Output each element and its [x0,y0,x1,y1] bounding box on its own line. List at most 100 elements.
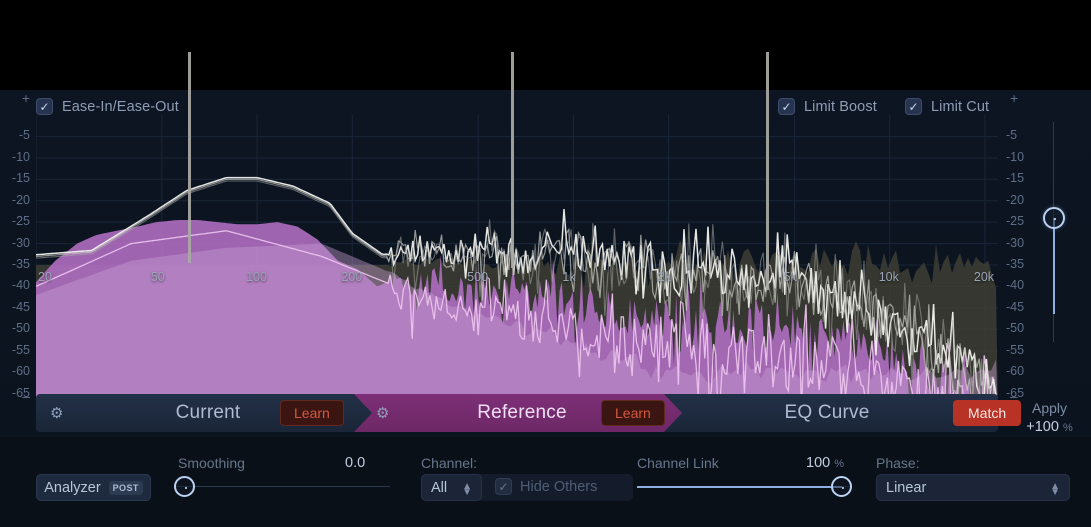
apply-label: Apply [1031,400,1068,416]
tab-eqcurve[interactable]: EQ Curve Match [664,394,1022,432]
reference-spectrum-line [36,230,998,415]
frequency-marker-3-plot[interactable] [766,90,769,290]
channel-link-value: 100 % [806,455,844,471]
apply-slider-knob[interactable] [1043,207,1065,229]
freq-tick-5k: 5k [783,270,797,284]
axis-right-tick-neg15: -15 [1006,171,1025,186]
axis-left-tick-neg30: -30 [11,235,30,250]
ease-in-out-checkbox[interactable]: ✓ [36,98,53,115]
tab-reference-title: Reference [477,402,567,423]
hide-others-label: Hide Others [520,478,598,495]
stage-tab-bar: ⚙ Current Learn ⚙ Reference Learn EQ Cur… [36,394,1022,432]
limit-boost-checkbox-row[interactable]: ✓ Limit Boost [778,98,877,115]
ease-in-out-checkbox-row[interactable]: ✓ Ease-In/Ease-Out [36,98,179,115]
axis-left-tick-neg45: -45 [11,299,30,314]
channel-link-number: 100 [806,455,831,471]
freq-tick-200: 200 [341,270,363,284]
axis-right-tick-neg25: -25 [1006,214,1025,229]
reference-inner-area [36,243,998,415]
axis-left-plus: + [21,90,30,106]
freq-tick-20k: 20k [973,270,995,284]
axis-right-tick-neg50: -50 [1006,321,1025,336]
axis-left-tick-neg50: -50 [11,321,30,336]
apply-slider-fill [1053,218,1055,314]
apply-value-number: +100 [1026,419,1059,435]
limit-cut-checkbox-row[interactable]: ✓ Limit Cut [905,98,989,115]
axis-left-tick-neg55: -55 [11,342,30,357]
freq-tick-50: 50 [150,270,165,284]
gear-icon-reference[interactable]: ⚙ [376,405,390,422]
gear-icon-current[interactable]: ⚙ [50,405,64,422]
spectrum-svg [36,115,998,415]
channel-link-label: Channel Link [637,455,719,471]
tab-reference[interactable]: ⚙ Reference Learn [354,394,690,432]
spectrum-plot[interactable] [36,115,998,415]
hide-others-checkbox[interactable]: ✓ [495,478,512,495]
channel-select[interactable]: All ▲ ▼ [421,474,482,501]
freq-tick-2k: 2k [657,270,671,284]
axis-right-tick-neg55: -55 [1006,342,1025,357]
freq-tick-10k: 10k [878,270,899,284]
current-spectrum-area [36,220,998,415]
apply-amount-slider[interactable] [1043,122,1065,342]
axis-left-minus: – [22,388,30,404]
axis-left-tick-neg20: -20 [11,192,30,207]
tab-current-title: Current [175,402,241,423]
hide-others-row[interactable]: ✓ Hide Others [495,478,597,495]
frequency-marker-2-plot[interactable] [511,90,514,268]
axis-right-tick-neg60: -60 [1006,364,1025,379]
bottom-control-bar: Analyzer POST Smoothing 0.0 Channel: All… [0,437,1091,527]
axis-left-tick-neg65: -65 [11,385,30,400]
axis-left-tick-neg5: -5 [18,128,30,143]
channel-link-slider-knob[interactable] [831,476,852,497]
channel-link-unit: % [834,458,845,470]
axis-left-tick-neg25: -25 [11,214,30,229]
frequency-marker-3[interactable] [766,52,769,90]
top-black-strip [0,0,1091,90]
smoothing-label: Smoothing [178,455,245,471]
limit-cut-label: Limit Cut [931,98,990,115]
axis-left-tick-neg40: -40 [11,278,30,293]
limit-boost-label: Limit Boost [804,98,877,115]
frequency-marker-2[interactable] [511,52,514,90]
axis-right-minus: – [1010,388,1018,404]
learn-button-current[interactable]: Learn [280,400,344,426]
smoothing-slider-knob[interactable] [174,476,195,497]
tab-eqcurve-title: EQ Curve [784,402,870,423]
analyzer-button[interactable]: Analyzer POST [36,474,151,501]
match-button[interactable]: Match [953,400,1022,426]
phase-select[interactable]: Linear ▲ ▼ [876,474,1070,501]
limit-cut-checkbox[interactable]: ✓ [905,98,922,115]
channel-link-slider-fill [637,486,842,488]
frequency-marker-1[interactable] [188,52,191,90]
apply-value-unit: % [1062,422,1073,434]
axis-right-tick-neg20: -20 [1006,192,1025,207]
freq-tick-500: 500 [467,270,489,284]
axis-right-tick-neg10: -10 [1006,149,1025,164]
channel-link-slider[interactable] [637,476,852,497]
freq-tick-20: 20 [38,270,52,284]
axis-left-tick-neg35: -35 [11,257,30,271]
axis-right-tick-neg65: -65 [1006,385,1025,400]
frequency-marker-1-plot[interactable] [188,90,191,263]
channel-select-value: All [431,479,448,496]
analyzer-post-badge[interactable]: POST [108,480,143,495]
limit-boost-checkbox[interactable]: ✓ [778,98,795,115]
phase-label: Phase: [876,455,920,471]
axis-left-tick-neg10: -10 [11,149,30,164]
axis-right-tick-neg35: -35 [1006,257,1025,271]
axis-right-tick-neg5: -5 [1006,128,1018,143]
learn-button-reference[interactable]: Learn [601,400,665,426]
axis-left-tick-neg60: -60 [11,364,30,379]
tab-current[interactable]: ⚙ Current Learn [36,394,380,432]
phase-select-value: Linear [886,479,927,496]
axis-left-tick-neg15: -15 [11,171,30,186]
channel-label: Channel: [421,455,478,471]
freq-tick-1k: 1k [562,270,576,284]
eq-curve-trace-3 [36,180,997,413]
smoothing-slider[interactable] [174,476,390,497]
freq-tick-100: 100 [246,270,267,284]
apply-readout: Apply +100 % [1008,400,1091,435]
smoothing-slider-track [176,486,390,487]
